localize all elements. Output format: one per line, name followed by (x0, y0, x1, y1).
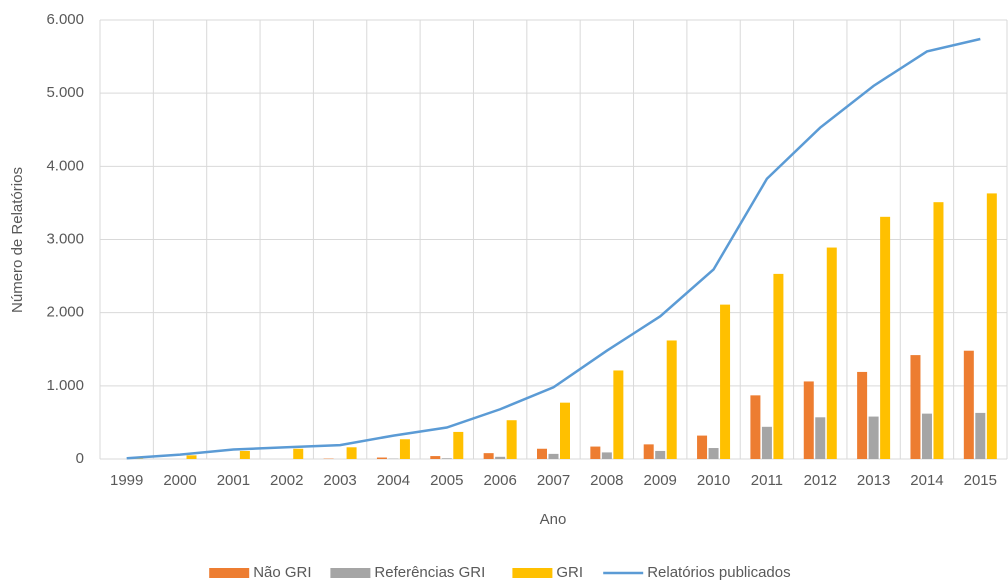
legend-label: Referências GRI (374, 564, 485, 581)
x-axis-title: Ano (540, 511, 567, 528)
line-series (126, 37, 981, 460)
bar (483, 453, 494, 459)
bar (643, 444, 654, 459)
bar (293, 448, 304, 459)
bar (933, 202, 944, 459)
bar (708, 448, 719, 459)
bar (613, 370, 624, 459)
bar (815, 417, 826, 459)
bar (750, 395, 761, 459)
x-tick-label: 2012 (804, 472, 837, 489)
bar (186, 455, 197, 459)
bar (430, 456, 441, 459)
bar (560, 402, 570, 459)
x-tick-label: 2013 (857, 472, 890, 489)
bar (963, 350, 974, 459)
x-tick-label: 2000 (163, 472, 196, 489)
bar (697, 435, 708, 459)
bar (453, 431, 464, 459)
x-tick-label: 2001 (217, 472, 250, 489)
bar (773, 273, 784, 459)
bar (803, 381, 814, 459)
bar (346, 447, 357, 459)
y-tick-label: 3.000 (46, 230, 84, 247)
bar (761, 426, 772, 459)
bar (720, 304, 731, 459)
x-tick-label: 2010 (697, 472, 730, 489)
legend-label: Não GRI (253, 564, 311, 581)
bar (376, 457, 387, 459)
y-tick-label: 6.000 (46, 11, 84, 28)
x-tick-label: 1999 (110, 472, 143, 489)
bar (548, 453, 559, 459)
bar (590, 446, 601, 459)
y-tick-label: 4.000 (46, 157, 84, 174)
y-tick-label: 2.000 (46, 304, 84, 321)
legend-label: GRI (556, 564, 583, 581)
bar (868, 416, 879, 459)
bar (441, 458, 452, 459)
bar (857, 371, 868, 459)
x-tick-label: 2005 (430, 472, 463, 489)
bar (975, 412, 986, 459)
x-tick-label: 2011 (751, 472, 783, 489)
legend-label: Relatórios publicados (647, 564, 790, 581)
y-tick-label: 0 (76, 450, 84, 467)
legend-swatch (512, 568, 553, 578)
x-tick-label: 2007 (537, 472, 570, 489)
bar (399, 439, 410, 459)
bar (910, 355, 921, 459)
x-tick-label: 2003 (323, 472, 356, 489)
bar (495, 456, 506, 459)
bar (880, 216, 891, 459)
x-tick-label: 2006 (483, 472, 516, 489)
bar (666, 340, 677, 459)
bar (921, 413, 932, 459)
bar (601, 452, 612, 459)
y-tick-label: 1.000 (46, 377, 84, 394)
y-axis-title: Número de Relatórios (9, 167, 26, 313)
x-tick-label: 2008 (590, 472, 623, 489)
bar (986, 193, 997, 459)
bar (537, 448, 547, 459)
bar (826, 247, 837, 459)
x-tick-label: 2015 (964, 472, 997, 489)
x-tick-label: 2009 (644, 472, 677, 489)
y-tick-label: 5.000 (46, 84, 84, 101)
legend-swatch (330, 568, 371, 578)
bar (239, 450, 250, 459)
x-tick-label: 2002 (270, 472, 303, 489)
bar (655, 450, 666, 459)
legend-swatch (209, 568, 250, 578)
x-tick-label: 2004 (377, 472, 410, 489)
x-tick-label: 2014 (910, 472, 943, 489)
bar (506, 420, 517, 459)
